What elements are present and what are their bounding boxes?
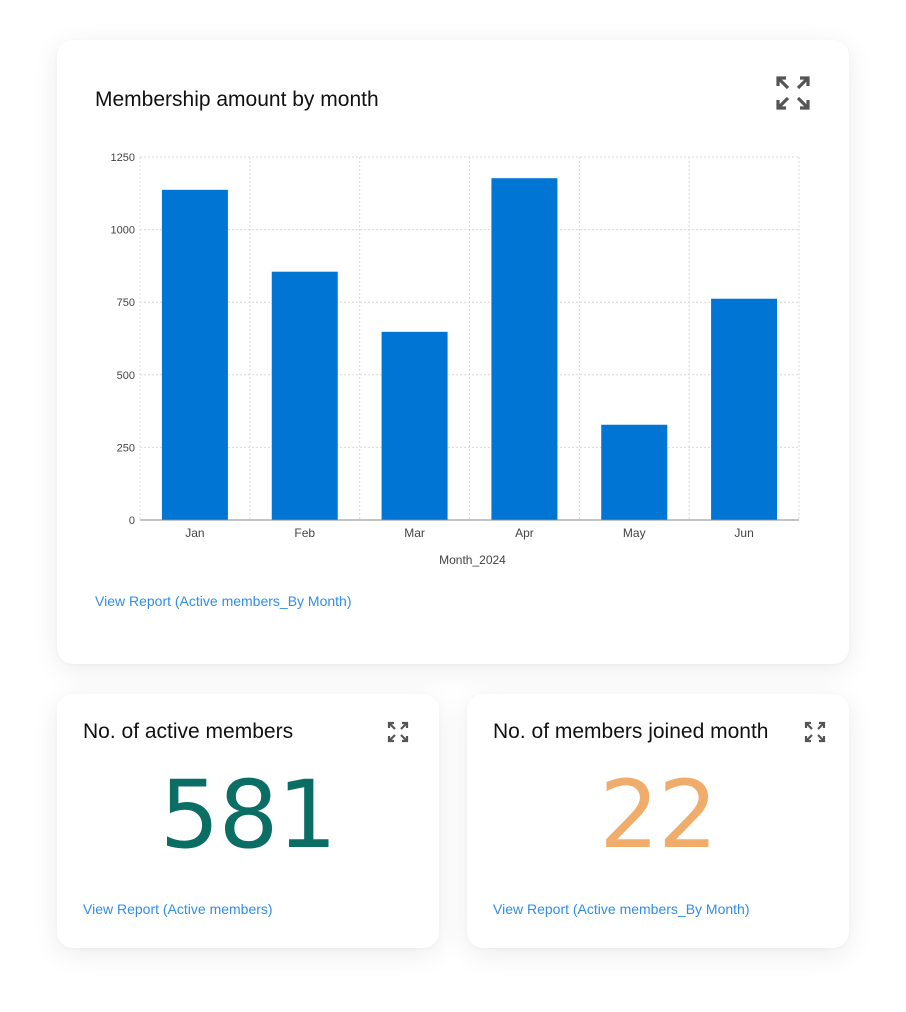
y-tick-label: 1000 bbox=[111, 225, 135, 237]
expand-active-members-button[interactable] bbox=[387, 721, 409, 743]
x-tick-label: Apr bbox=[515, 526, 534, 540]
x-tick-label: Jun bbox=[734, 526, 753, 540]
bar-mar bbox=[381, 331, 448, 520]
expand-icon bbox=[804, 721, 826, 743]
view-report-link[interactable]: View Report (Active members_By Month) bbox=[95, 593, 352, 609]
y-tick-label: 750 bbox=[117, 297, 135, 309]
active-members-count: 581 bbox=[159, 761, 337, 870]
y-tick-label: 1250 bbox=[111, 152, 135, 164]
bar-may bbox=[601, 424, 668, 520]
expand-joined-members-button[interactable] bbox=[804, 721, 826, 743]
bar-jan bbox=[161, 189, 228, 521]
expand-icon bbox=[387, 721, 409, 743]
y-tick-label: 0 bbox=[129, 515, 135, 527]
x-tick-label: Feb bbox=[294, 526, 315, 540]
bar-feb bbox=[271, 271, 338, 520]
membership-chart-card: Membership amount by month 0 250 500 750 100… bbox=[57, 40, 849, 664]
expand-chart-button[interactable] bbox=[775, 75, 811, 111]
joined-members-count: 22 bbox=[599, 761, 718, 870]
bar-chart: 0 250 500 750 1000 1250 Jan Feb Mar Apr May Jun Mont… bbox=[57, 40, 849, 580]
bar-apr bbox=[491, 178, 558, 520]
y-tick-label: 250 bbox=[117, 442, 135, 454]
bar-jun bbox=[711, 298, 778, 520]
joined-members-title: No. of members joined month bbox=[493, 720, 769, 743]
active-members-card: No. of active members 581 View Report (A… bbox=[57, 694, 439, 948]
x-tick-label: Mar bbox=[404, 526, 425, 540]
expand-icon bbox=[776, 76, 810, 110]
active-members-title: No. of active members bbox=[83, 720, 294, 743]
chart-card-title: Membership amount by month bbox=[95, 88, 379, 111]
joined-members-card: No. of members joined month 22 View Repo… bbox=[467, 694, 849, 948]
x-axis-label: Month_2024 bbox=[439, 553, 506, 567]
x-tick-label: May bbox=[623, 526, 646, 540]
y-tick-label: 500 bbox=[117, 370, 135, 382]
x-tick-label: Jan bbox=[185, 526, 204, 540]
view-report-link[interactable]: View Report (Active members_By Month) bbox=[493, 901, 750, 917]
view-report-link[interactable]: View Report (Active members) bbox=[83, 901, 273, 917]
bar-chart-svg: 0 250 500 750 1000 1250 Jan Feb Mar Apr May Jun Mont… bbox=[111, 152, 800, 567]
